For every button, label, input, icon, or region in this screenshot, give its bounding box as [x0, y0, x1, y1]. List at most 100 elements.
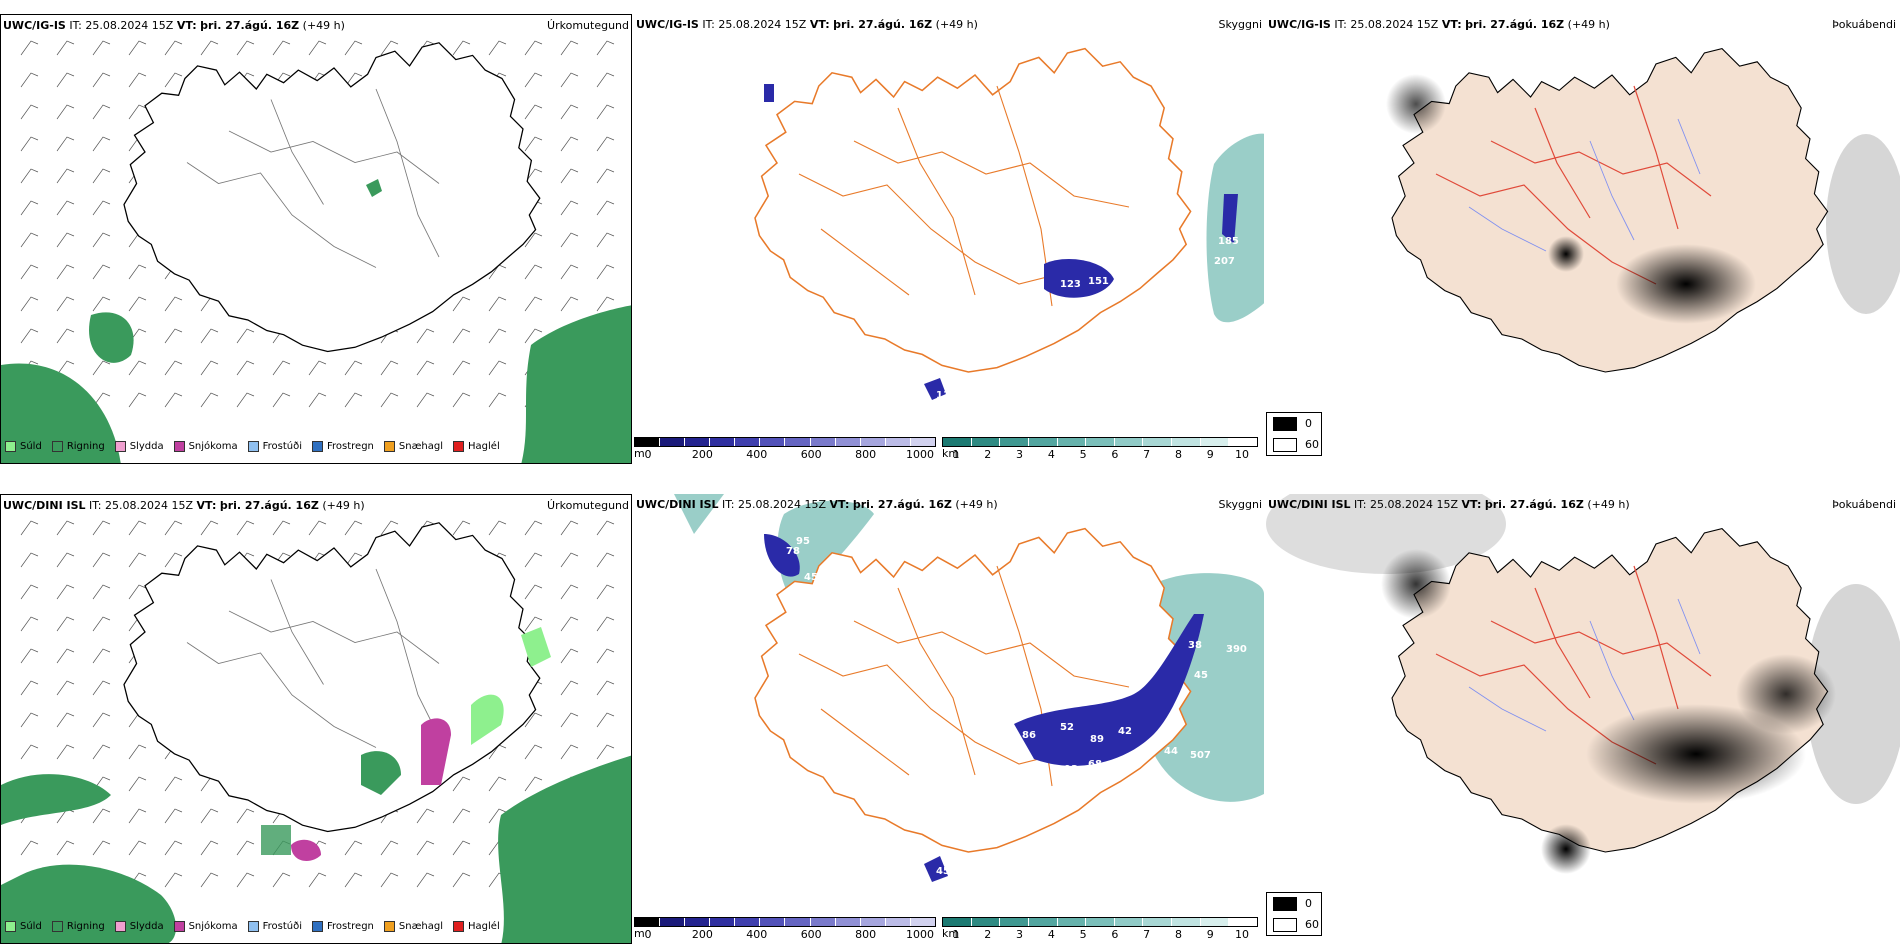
- wind-barb: [452, 392, 471, 408]
- wind-barb: [20, 104, 39, 120]
- wind-barb: [56, 264, 75, 280]
- wind-barb: [560, 232, 579, 248]
- wind-barb: [416, 392, 435, 408]
- legend-label: Frostúði: [262, 441, 302, 452]
- wind-barb: [560, 616, 579, 632]
- colorbar-cell: [971, 918, 1001, 926]
- legend-swatch: [5, 921, 16, 932]
- legend-swatch: [453, 441, 465, 452]
- wind-barb: [452, 808, 471, 824]
- wind-barb: [236, 872, 255, 888]
- wind-barb: [20, 648, 39, 664]
- wind-barb: [92, 584, 111, 600]
- wind-barb: [20, 136, 39, 152]
- vis-label: 123: [1060, 279, 1081, 290]
- wind-barb: [128, 552, 147, 568]
- wind-barb: [380, 520, 399, 536]
- wind-barb: [92, 104, 111, 120]
- legend-swatch: [383, 921, 395, 932]
- legend-swatch: [312, 441, 323, 452]
- wind-barb: [56, 840, 75, 856]
- wind-barb: [92, 360, 111, 376]
- colorbar-tick: 5: [1079, 928, 1087, 941]
- legend-swatch: [5, 441, 16, 452]
- wind-barb: [308, 520, 327, 536]
- wind-barb: [596, 552, 615, 568]
- colorbar-tick: 600: [800, 448, 822, 461]
- wind-barb: [128, 360, 147, 376]
- wind-barb: [452, 840, 471, 856]
- fog-swatch-0: [1273, 416, 1297, 431]
- colorbar-tick: 2: [984, 928, 992, 941]
- wind-barb: [308, 872, 327, 888]
- wind-barb: [128, 840, 147, 856]
- legend-label: Snjókoma: [188, 921, 238, 932]
- colorbar-cells: [634, 437, 936, 447]
- wind-barb: [56, 296, 75, 312]
- wind-barb: [524, 136, 543, 152]
- colorbar-cell: [760, 438, 786, 446]
- colorbar-ticks: 1 2 3 4 5 6 7 8 9 10: [942, 927, 1258, 941]
- colorbar-cell: [1143, 918, 1173, 926]
- header-br: UWC/DINI ISL IT: 25.08.2024 15Z VT: þri.…: [1268, 498, 1630, 511]
- visibility-panel-dini: 95 78 45 56 38 390 45 86 52 89 42 93 68 …: [634, 494, 1264, 944]
- colorbar-tick: 10: [1235, 928, 1249, 941]
- colorbar-cell: [660, 918, 686, 926]
- fog-swatch-60: [1273, 917, 1297, 932]
- fog-swatch-60: [1273, 437, 1297, 452]
- header-bm: UWC/DINI ISL IT: 25.08.2024 15Z VT: þri.…: [636, 498, 998, 511]
- colorbar-tick: 400: [746, 448, 768, 461]
- colorbar-cell: [885, 918, 911, 926]
- colorbar-cell: [971, 438, 1001, 446]
- colorbar-cell: [685, 438, 711, 446]
- vis-label: 76: [1066, 800, 1080, 811]
- wind-barb: [452, 520, 471, 536]
- wind-barb: [92, 296, 111, 312]
- colorbar-cell: [1086, 918, 1115, 926]
- wind-barb: [524, 40, 543, 56]
- fog-swatch-0: [1273, 896, 1297, 911]
- wind-barb: [560, 744, 579, 760]
- wind-barb: [164, 808, 183, 824]
- wind-barb: [164, 296, 183, 312]
- legend-label: Rigning: [66, 441, 105, 452]
- colorbar-cell: [1172, 918, 1201, 926]
- wind-barb: [452, 296, 471, 312]
- wind-barb: [560, 200, 579, 216]
- wind-barb: [344, 840, 363, 856]
- colorbar-tick: 400: [746, 928, 768, 941]
- wind-barb: [200, 520, 219, 536]
- wind-barb: [596, 104, 615, 120]
- wind-barb: [128, 520, 147, 536]
- colorbar-unit: km: [942, 447, 960, 460]
- colorbar-tick: 4: [1047, 928, 1055, 941]
- wind-barb: [560, 520, 579, 536]
- wind-barb: [272, 40, 291, 56]
- wind-barb: [524, 584, 543, 600]
- colorbar-cell: [735, 438, 761, 446]
- wind-barb: [92, 232, 111, 248]
- fog-panel-dini: UWC/DINI ISL IT: 25.08.2024 15Z VT: þri.…: [1266, 494, 1900, 944]
- visibility-colorbar: km 1 2 3 4 5 6 7 8 9 10: [942, 917, 1258, 941]
- wind-barb: [56, 360, 75, 376]
- wind-barb: [272, 872, 291, 888]
- vis-label: 52: [1060, 722, 1074, 733]
- wind-barb: [56, 680, 75, 696]
- wind-barb: [92, 808, 111, 824]
- legend-label: Snæhagl: [398, 921, 444, 932]
- wind-barb: [560, 264, 579, 280]
- colorbar-cell: [885, 438, 911, 446]
- wind-barb: [56, 616, 75, 632]
- panel-title-tm: Skyggni: [1218, 18, 1262, 31]
- wind-barb: [164, 552, 183, 568]
- wind-barb: [20, 712, 39, 728]
- legend-label: Slydda: [129, 441, 164, 452]
- wind-barb: [308, 360, 327, 376]
- wind-barb: [596, 648, 615, 664]
- wind-barb: [20, 232, 39, 248]
- precip-type-panel-ig: UWC/IG-IS IT: 25.08.2024 15Z VT: þri. 27…: [0, 14, 632, 464]
- colorbar-cell: [810, 438, 836, 446]
- colorbar-cell: [785, 438, 811, 446]
- wind-barb: [272, 360, 291, 376]
- wind-barb: [92, 712, 111, 728]
